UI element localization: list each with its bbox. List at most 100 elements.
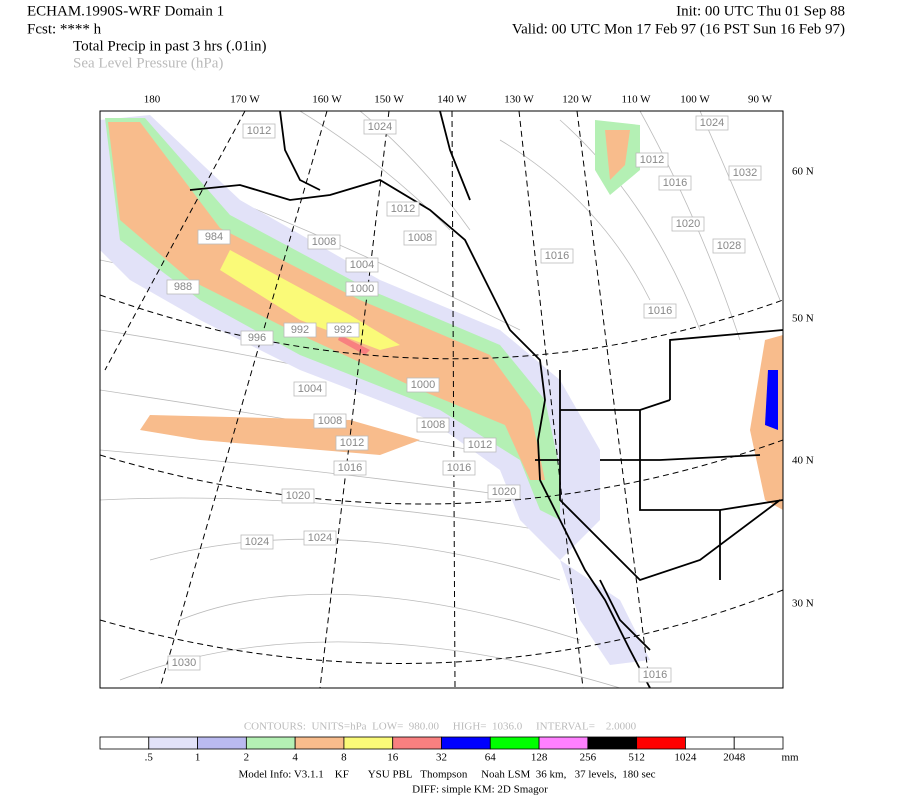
- isobar-label-box: [240, 534, 274, 550]
- colorbar-box: [148, 736, 198, 750]
- isobar-label-box: [442, 460, 476, 476]
- lon-label: 90 W: [748, 94, 773, 106]
- lat-label: 50 N: [792, 313, 814, 325]
- contours-info: CONTOURS: UNITS=hPa LOW= 980.00 HIGH= 10…: [244, 721, 637, 733]
- isobar-label-box: [635, 152, 669, 168]
- isobar-label: 1008: [408, 232, 432, 244]
- isobar-label: 1024: [700, 117, 724, 129]
- isobar-label: 1016: [648, 305, 672, 317]
- lon-label: 100 W: [680, 94, 710, 106]
- isobar-label: 1012: [247, 125, 271, 137]
- lon-label: 170 W: [230, 94, 260, 106]
- lon-label: 120 W: [562, 94, 592, 106]
- isobar-label: 1030: [172, 657, 196, 669]
- valid: Valid: 00 UTC Mon 17 Feb 97 (16 PST Sun …: [512, 21, 845, 37]
- colorbar-box: [99, 736, 150, 750]
- colorbar-units: mm: [781, 752, 799, 764]
- isobar-label: 1020: [676, 218, 700, 230]
- isobar-label-box: [303, 530, 337, 546]
- isobar-label: 1024: [368, 121, 392, 133]
- isobar-label-box: [283, 322, 317, 338]
- isobar-label-box: [386, 201, 420, 217]
- lon-label: 130 W: [504, 94, 534, 106]
- isobar-label: 992: [334, 324, 352, 336]
- coastline: [189, 111, 783, 688]
- colorbar: .5 1 2 4 8 16 32 64 128 256 512 1024 2048 mm: [99, 736, 799, 764]
- colorbar-label: 2: [244, 752, 250, 764]
- lon-label: 150 W: [374, 94, 404, 106]
- isobar-label-box: [197, 229, 231, 245]
- colorbar-box: [294, 736, 345, 750]
- colorbar-box: [685, 736, 735, 750]
- isobar-label-box: [166, 279, 200, 295]
- isobar-label: 1016: [338, 462, 362, 474]
- isobar-label: 1028: [717, 240, 741, 252]
- isobar-label: 1032: [733, 167, 757, 179]
- field: Total Precip in past 3 hrs (.01in): [73, 38, 267, 54]
- colorbar-label: .5: [145, 752, 154, 764]
- colorbar-box: [197, 736, 247, 750]
- lat-label: 60 N: [792, 166, 814, 178]
- map-frame: [99, 110, 784, 689]
- isobar-label: 1004: [350, 259, 374, 271]
- isobar-label-box: [695, 115, 729, 131]
- colorbar-label: 2048: [723, 752, 746, 764]
- colorbar-box: [587, 736, 638, 750]
- lat-label: 40 N: [792, 455, 814, 467]
- isobar-label: 996: [248, 332, 266, 344]
- colorbar-label: 4: [292, 752, 298, 764]
- colorbar-label: 256: [580, 752, 597, 764]
- lat-label: 30 N: [792, 598, 814, 610]
- isobar-label-box: [658, 175, 692, 191]
- isobar-label: 1008: [318, 415, 342, 427]
- isobar-label-box: [345, 281, 379, 297]
- colorbar-label: 64: [485, 752, 497, 764]
- isobar-label-box: [363, 119, 397, 135]
- isobar-label: 984: [205, 231, 223, 243]
- isobar-label-box: [293, 381, 327, 397]
- isobar-label-box: [638, 667, 672, 683]
- isobar-label: 1020: [286, 490, 310, 502]
- colorbar-box: [392, 736, 442, 750]
- colorbar-box: [245, 736, 296, 750]
- colorbar-box: [343, 736, 394, 750]
- isobar-label: 1004: [298, 383, 322, 395]
- isobar-label: 1016: [643, 669, 667, 681]
- isobar-label-box: [333, 460, 367, 476]
- isobar-label-box: [643, 303, 677, 319]
- isobar-label-box: [326, 322, 360, 338]
- isobar-label: 1000: [350, 283, 374, 295]
- isobar-label: 1024: [245, 536, 269, 548]
- isobar-label-box: [240, 330, 274, 346]
- isobar-label-box: [406, 377, 440, 393]
- isobar-label-box: [345, 257, 379, 273]
- isobar-label-box: [728, 165, 762, 181]
- colorbar-box: [636, 736, 686, 750]
- isobar-label-box: [540, 248, 574, 264]
- isobar-label: 1012: [391, 203, 415, 215]
- fcst: Fcst: **** h: [27, 21, 102, 37]
- isobar-label: 1020: [492, 486, 516, 498]
- isobar-label-box: [335, 435, 369, 451]
- lon-label: 180: [144, 94, 161, 106]
- graticule: [100, 111, 783, 688]
- isobar-label-box: [416, 417, 450, 433]
- colorbar-label: 1: [195, 752, 201, 764]
- isobar-label-box: [167, 655, 201, 671]
- isobar-label-box: [313, 413, 347, 429]
- isobar-label: 1012: [640, 154, 664, 166]
- colorbar-label: 1024: [674, 752, 697, 764]
- isobar-label: 1000: [411, 379, 435, 391]
- colorbar-label: 32: [436, 752, 447, 764]
- colorbar-box: [441, 736, 491, 750]
- map: 1012 1024 1012 1008 1008 1004 1000 1016 1020 1028…: [99, 110, 784, 689]
- isobar-label: 1008: [312, 236, 336, 248]
- isobar-label-box: [712, 238, 746, 254]
- isobar-label-box: [307, 234, 341, 250]
- isobar-label: 1024: [308, 532, 332, 544]
- field: Sea Level Pressure (hPa): [73, 55, 223, 71]
- isobar-label: 1012: [468, 439, 492, 451]
- lon-label: 140 W: [437, 94, 467, 106]
- colorbar-label: 8: [341, 752, 347, 764]
